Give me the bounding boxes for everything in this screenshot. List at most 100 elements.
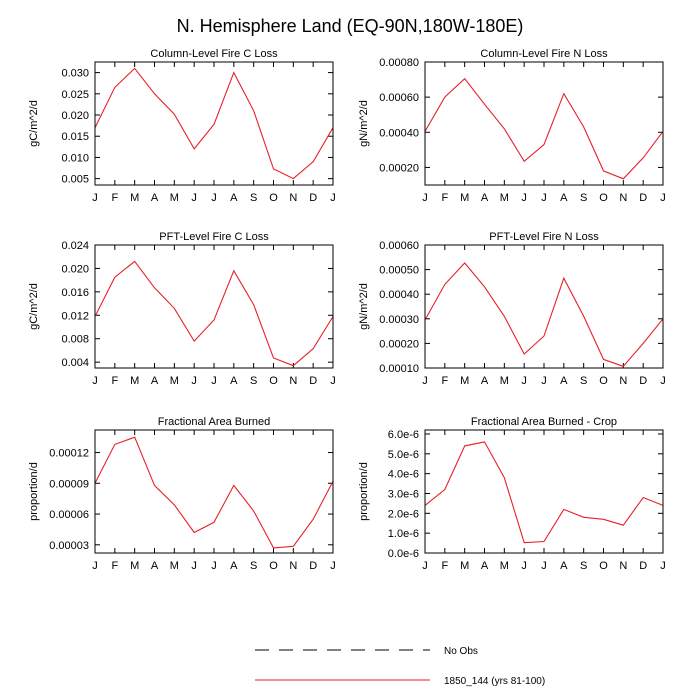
x-tick-label: J <box>541 560 547 572</box>
plot-frame <box>94 244 334 369</box>
x-tick-label: M <box>170 192 179 204</box>
x-tick-label: J <box>541 192 547 204</box>
x-tick-label: M <box>500 192 509 204</box>
series-line-1 <box>94 260 334 367</box>
x-tick-label: S <box>580 192 587 204</box>
x-tick-label: M <box>460 560 469 572</box>
x-tick-label: D <box>639 375 647 387</box>
chart-panel-6: Fractional Area Burned - Crop proportion/… <box>358 416 666 572</box>
x-tick-label: D <box>639 192 647 204</box>
plot-frame <box>94 429 334 554</box>
x-tick-label: F <box>111 375 118 387</box>
series-line-1 <box>94 436 334 549</box>
x-tick-label: O <box>599 375 608 387</box>
x-tick-label: J <box>660 192 666 204</box>
y-axis-label: gC/m^2/d <box>28 100 40 147</box>
y-tick-label: 0.005 <box>61 174 89 186</box>
x-tick-label: J <box>422 560 428 572</box>
x-tick-label: A <box>560 192 568 204</box>
x-tick-label: F <box>111 560 118 572</box>
x-tick-label: F <box>441 192 448 204</box>
y-tick-label: 0.00060 <box>379 240 419 252</box>
x-tick-label: A <box>151 560 159 572</box>
y-tick-label: 0.012 <box>61 310 89 322</box>
y-tick-label: 0.010 <box>61 152 89 164</box>
x-tick-label: A <box>230 192 238 204</box>
x-tick-label: J <box>422 375 428 387</box>
series-line-1 <box>424 77 664 180</box>
plot-frame <box>94 61 334 186</box>
legend-no-obs-label: No Obs <box>444 646 478 657</box>
panel-title: Fractional Area Burned <box>158 416 271 428</box>
y-tick-label: 0.030 <box>61 68 89 80</box>
x-tick-label: D <box>309 560 317 572</box>
x-tick-label: S <box>250 375 257 387</box>
y-tick-label: 0.00040 <box>379 289 419 301</box>
y-tick-label: 0.00009 <box>49 478 89 490</box>
x-tick-label: S <box>250 192 257 204</box>
x-tick-label: A <box>560 375 568 387</box>
y-tick-label: 0.00003 <box>49 540 89 552</box>
y-axis-label: proportion/d <box>28 462 40 521</box>
x-tick-label: J <box>660 375 666 387</box>
x-tick-label: A <box>560 560 568 572</box>
y-tick-label: 0.00060 <box>379 92 419 104</box>
x-tick-label: N <box>619 375 627 387</box>
x-tick-label: J <box>422 192 428 204</box>
y-tick-label: 2.0e-6 <box>388 508 419 520</box>
plot-frame <box>424 429 664 554</box>
x-tick-label: J <box>521 192 527 204</box>
legend-series-label: 1850_144 (yrs 81-100) <box>444 676 545 687</box>
x-tick-label: A <box>151 375 159 387</box>
x-tick-label: S <box>250 560 257 572</box>
y-tick-label: 0.008 <box>61 334 89 346</box>
x-tick-label: J <box>541 375 547 387</box>
x-tick-label: A <box>481 560 489 572</box>
y-tick-label: 0.00012 <box>49 448 89 460</box>
x-tick-label: M <box>500 375 509 387</box>
panel-title: Column-Level Fire C Loss <box>150 48 278 60</box>
x-tick-label: D <box>309 192 317 204</box>
y-tick-label: 0.016 <box>61 287 89 299</box>
x-tick-label: J <box>92 192 98 204</box>
panel-title: Fractional Area Burned - Crop <box>471 416 617 428</box>
y-tick-label: 0.004 <box>61 357 89 369</box>
y-tick-label: 0.00050 <box>379 265 419 277</box>
y-tick-label: 0.00040 <box>379 127 419 139</box>
y-axis-label: gN/m^2/d <box>358 283 370 330</box>
panel-title: PFT-Level Fire C Loss <box>159 231 269 243</box>
y-tick-label: 0.00020 <box>379 338 419 350</box>
chart-panel-5: Fractional Area Burned proportion/d 0.0000… <box>28 416 336 572</box>
y-tick-label: 0.024 <box>61 240 89 252</box>
x-tick-label: M <box>130 192 139 204</box>
x-tick-label: M <box>130 560 139 572</box>
x-tick-label: O <box>269 192 278 204</box>
y-tick-label: 0.00006 <box>49 509 89 521</box>
x-tick-label: A <box>230 375 238 387</box>
x-tick-label: O <box>269 560 278 572</box>
y-axis-label: gN/m^2/d <box>358 100 370 147</box>
y-tick-label: 0.020 <box>61 263 89 275</box>
x-tick-label: J <box>191 375 197 387</box>
x-tick-label: F <box>441 560 448 572</box>
x-tick-label: A <box>481 375 489 387</box>
chart-panel-2: Column-Level Fire N Loss gN/m^2/d 0.00020 0… <box>358 48 666 204</box>
x-tick-label: O <box>599 560 608 572</box>
x-tick-label: M <box>170 560 179 572</box>
y-tick-label: 0.025 <box>61 89 89 101</box>
x-tick-label: M <box>500 560 509 572</box>
x-tick-label: J <box>211 375 217 387</box>
panel-title: Column-Level Fire N Loss <box>480 48 608 60</box>
y-tick-label: 3.0e-6 <box>388 488 419 500</box>
x-tick-label: D <box>309 375 317 387</box>
x-tick-label: N <box>289 192 297 204</box>
x-tick-label: J <box>521 375 527 387</box>
y-tick-label: 0.020 <box>61 110 89 122</box>
x-tick-label: F <box>441 375 448 387</box>
y-tick-label: 6.0e-6 <box>388 429 419 441</box>
y-tick-label: 0.00010 <box>379 363 419 375</box>
x-tick-label: J <box>330 192 336 204</box>
x-tick-label: D <box>639 560 647 572</box>
y-tick-label: 0.00020 <box>379 162 419 174</box>
x-tick-label: S <box>580 375 587 387</box>
